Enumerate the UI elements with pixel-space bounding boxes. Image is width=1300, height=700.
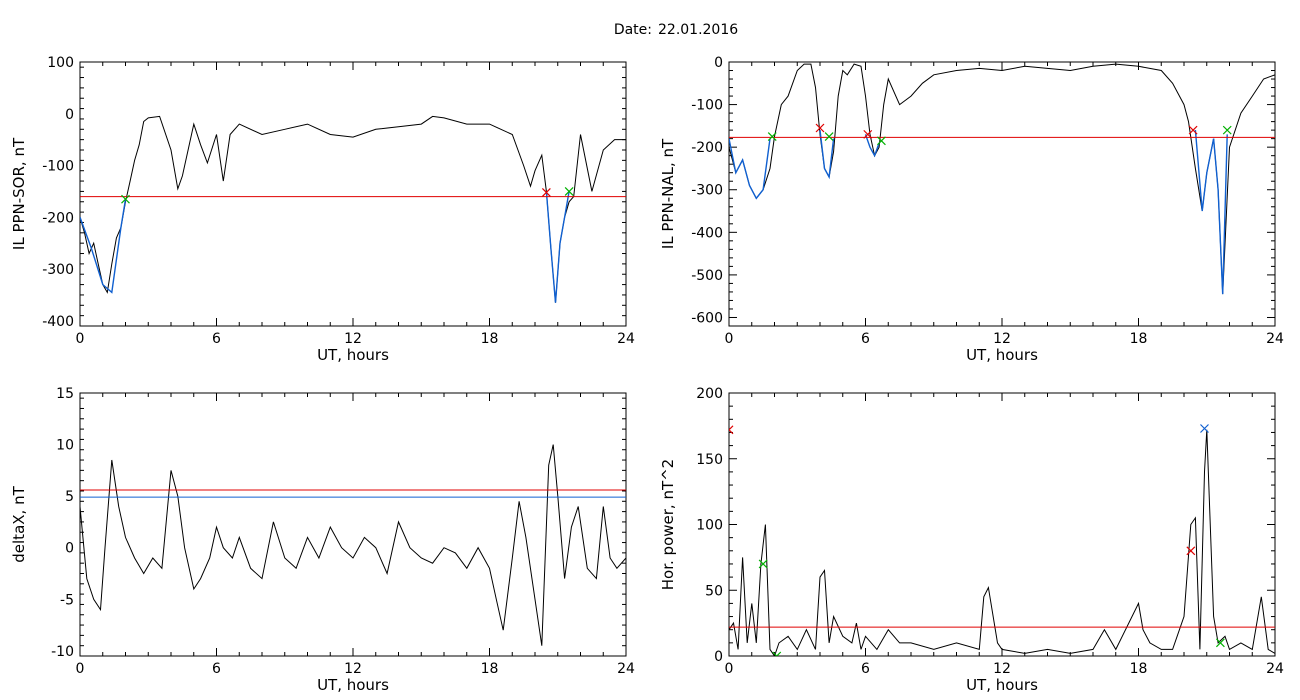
y-tick-label: -200 bbox=[42, 210, 74, 226]
event-marker bbox=[758, 559, 768, 569]
data-series-line bbox=[729, 63, 1275, 295]
y-tick-label: 15 bbox=[56, 386, 74, 402]
x-tick-label: 0 bbox=[76, 331, 85, 347]
y-tick-label: 10 bbox=[56, 438, 74, 454]
highlight-segment-line bbox=[864, 134, 880, 158]
event-marker bbox=[824, 132, 834, 141]
data-series-line bbox=[729, 429, 1275, 656]
y-tick-label: -100 bbox=[42, 159, 74, 175]
event-marker bbox=[121, 194, 130, 204]
y-tick-label: -200 bbox=[691, 140, 723, 156]
x-tick-label: 18 bbox=[481, 661, 499, 677]
event-marker bbox=[877, 136, 886, 146]
x-tick-label: 6 bbox=[212, 661, 221, 677]
x-tick-label: 24 bbox=[617, 661, 635, 677]
event-marker bbox=[541, 188, 551, 197]
y-tick-label: -400 bbox=[691, 225, 723, 241]
y-axis-title: IL PPN-NAL, nT bbox=[659, 138, 677, 249]
y-tick-label: -600 bbox=[691, 310, 723, 326]
plot-frame bbox=[728, 61, 1276, 327]
event-marker bbox=[1188, 125, 1198, 135]
y-tick-label: -400 bbox=[42, 314, 74, 330]
x-tick-label: 6 bbox=[861, 661, 870, 677]
x-tick-label: 0 bbox=[725, 331, 734, 347]
highlight-segment-line bbox=[819, 130, 835, 180]
y-tick-label: 50 bbox=[705, 583, 723, 599]
y-tick-label: 0 bbox=[714, 649, 723, 665]
date-label: Date: bbox=[614, 22, 652, 38]
highlight-segment-line bbox=[1194, 130, 1228, 295]
event-marker bbox=[767, 132, 777, 141]
x-tick-label: 18 bbox=[1130, 331, 1148, 347]
x-axis-title: UT, hours bbox=[317, 346, 389, 364]
y-tick-label: -100 bbox=[691, 98, 723, 114]
x-tick-label: 12 bbox=[993, 331, 1011, 347]
y-tick-label: -300 bbox=[691, 183, 723, 199]
x-tick-label: 12 bbox=[344, 661, 362, 677]
event-marker bbox=[1222, 125, 1232, 135]
data-series-line bbox=[80, 444, 626, 646]
y-tick-label: -300 bbox=[42, 262, 74, 278]
x-tick-label: 0 bbox=[76, 661, 85, 677]
plot-area bbox=[729, 63, 1275, 295]
y-axis-title: IL PPN-SOR, nT bbox=[10, 137, 28, 250]
event-marker bbox=[1200, 424, 1209, 433]
x-tick-label: 12 bbox=[993, 661, 1011, 677]
x-tick-label: 6 bbox=[861, 331, 870, 347]
event-marker bbox=[564, 186, 574, 196]
date-value: 22.01.2016 bbox=[658, 22, 738, 38]
event-marker bbox=[1215, 638, 1225, 648]
chart-panel-deltax: 0 6 12 18 24 15 10 5 0 -5 -10 UT, hours deltaX, nT bbox=[10, 386, 635, 694]
highlight-segment-line bbox=[729, 138, 771, 200]
y-tick-label: -10 bbox=[51, 644, 74, 660]
x-tick-label: 12 bbox=[344, 331, 362, 347]
chart-panel-nal: 0 6 12 18 24 0 -100 -200 -300 -400 -500 -600 UT, hou… bbox=[659, 55, 1284, 364]
y-tick-label: 0 bbox=[65, 541, 74, 557]
chart-panel-power: 0 6 12 18 24 200 150 100 50 0 UT, hours Hor. power,… bbox=[659, 386, 1284, 694]
highlight-segment-line bbox=[545, 191, 570, 303]
y-tick-label: -500 bbox=[691, 268, 723, 284]
y-tick-label: 0 bbox=[65, 107, 74, 123]
plot-frame bbox=[728, 392, 1276, 657]
x-axis-title: UT, hours bbox=[966, 346, 1038, 364]
x-axis-title: UT, hours bbox=[317, 676, 389, 694]
y-tick-label: 100 bbox=[47, 55, 74, 71]
event-marker bbox=[815, 123, 825, 133]
x-tick-label: 24 bbox=[1266, 331, 1284, 347]
plot-area bbox=[80, 115, 626, 303]
chart-panel-sor: 0 6 12 18 24 100 0 -100 -200 -300 -400 UT, hours IL … bbox=[10, 55, 635, 364]
event-marker bbox=[772, 651, 782, 656]
event-marker bbox=[1186, 546, 1196, 556]
x-tick-label: 18 bbox=[1130, 661, 1148, 677]
y-tick-label: 100 bbox=[696, 518, 723, 534]
x-tick-label: 6 bbox=[212, 331, 221, 347]
x-tick-label: 0 bbox=[725, 661, 734, 677]
x-axis-title: UT, hours bbox=[966, 676, 1038, 694]
y-tick-label: 150 bbox=[696, 452, 723, 468]
y-tick-label: -5 bbox=[60, 592, 74, 608]
y-axis-title: deltaX, nT bbox=[10, 485, 28, 562]
x-tick-label: 18 bbox=[481, 331, 499, 347]
data-series-line bbox=[80, 115, 626, 303]
x-tick-label: 24 bbox=[1266, 661, 1284, 677]
y-tick-label: 5 bbox=[65, 489, 74, 505]
x-tick-label: 24 bbox=[617, 331, 635, 347]
y-tick-label: 200 bbox=[696, 386, 723, 402]
highlight-segment-line bbox=[80, 199, 127, 294]
event-marker bbox=[863, 129, 873, 139]
date-title: Date: 22.01.2016 bbox=[614, 22, 738, 38]
event-marker bbox=[729, 425, 734, 435]
y-axis-title: Hor. power, nT^2 bbox=[659, 459, 677, 590]
y-tick-label: 0 bbox=[714, 55, 723, 71]
plot-area bbox=[729, 424, 1275, 656]
plot-frame bbox=[79, 392, 627, 657]
plot-area bbox=[80, 444, 626, 646]
